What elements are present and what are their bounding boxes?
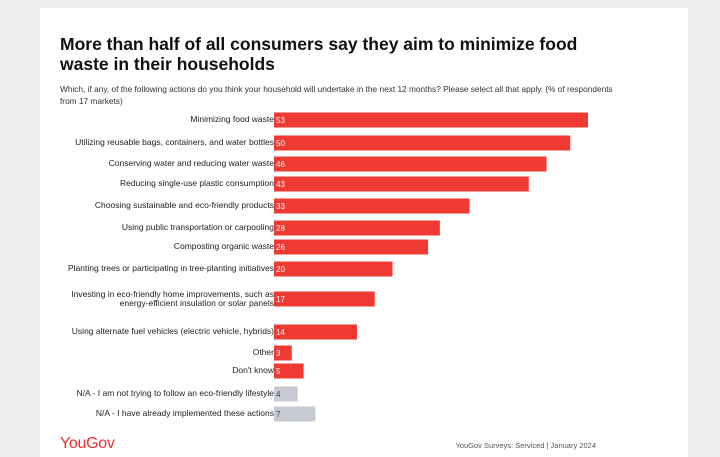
bar-value-label: 53: [276, 116, 285, 125]
bar: [274, 135, 571, 151]
chart-title: More than half of all consumers say they…: [60, 34, 578, 74]
bar: [274, 261, 393, 277]
bar: [274, 112, 588, 128]
bar-value-label: 26: [276, 243, 285, 252]
bar-value-label: 33: [276, 202, 285, 211]
chart-subtitle: Which, if any, of the following actions …: [60, 84, 613, 106]
category-label: N/A - I am not trying to follow an eco-f…: [76, 388, 274, 398]
bar-value-label: 3: [276, 349, 281, 358]
chart-card: More than half of all consumers say they…: [40, 8, 688, 457]
bar: [274, 156, 547, 172]
bar: [274, 345, 292, 361]
bar: [274, 176, 529, 192]
category-label: Other: [252, 347, 274, 357]
bar: [274, 239, 429, 255]
bar-value-label: 43: [276, 180, 285, 189]
bar-value-label: 7: [276, 410, 281, 419]
bar-value-label: 14: [276, 328, 285, 337]
category-label: Conserving water and reducing water wast…: [108, 158, 274, 168]
source-note: YouGov Surveys: Serviced | January 2024: [455, 441, 596, 450]
category-label: N/A - I have already implemented these a…: [95, 408, 274, 418]
category-label: Choosing sustainable and eco-friendly pr…: [94, 200, 274, 210]
bar: [274, 324, 357, 340]
bar-value-label: 17: [276, 295, 285, 304]
category-label: Investing in eco-friendly home improveme…: [71, 288, 274, 308]
category-label: Don't know: [232, 365, 274, 375]
category-label: Reducing single-use plastic consumption: [119, 178, 274, 188]
bar: [274, 406, 316, 422]
category-label: Minimizing food waste: [190, 114, 274, 124]
category-label: Planting trees or participating in tree-…: [67, 263, 274, 273]
category-label: Using alternate fuel vehicles (electric …: [71, 326, 274, 336]
yougov-logo: YouGov: [60, 435, 115, 452]
bar: [274, 198, 470, 214]
category-label: Using public transportation or carpoolin…: [121, 222, 274, 232]
bar: [274, 291, 375, 307]
bar-value-label: 28: [276, 224, 285, 233]
category-label: Utilizing reusable bags, containers, and…: [75, 137, 274, 147]
bar-value-label: 5: [276, 367, 281, 376]
bar-chart: 53 50 46 43 33 28 26 20 17 14 3 5 4 7: [274, 112, 588, 422]
bar: [274, 220, 440, 236]
bar: [274, 363, 304, 379]
bar: [274, 386, 298, 402]
bar-value-label: 50: [276, 139, 285, 148]
bar-value-label: 4: [276, 390, 281, 399]
bar-value-label: 20: [276, 265, 285, 274]
category-label: Composting organic waste: [173, 241, 274, 251]
bar-value-label: 46: [276, 160, 285, 169]
